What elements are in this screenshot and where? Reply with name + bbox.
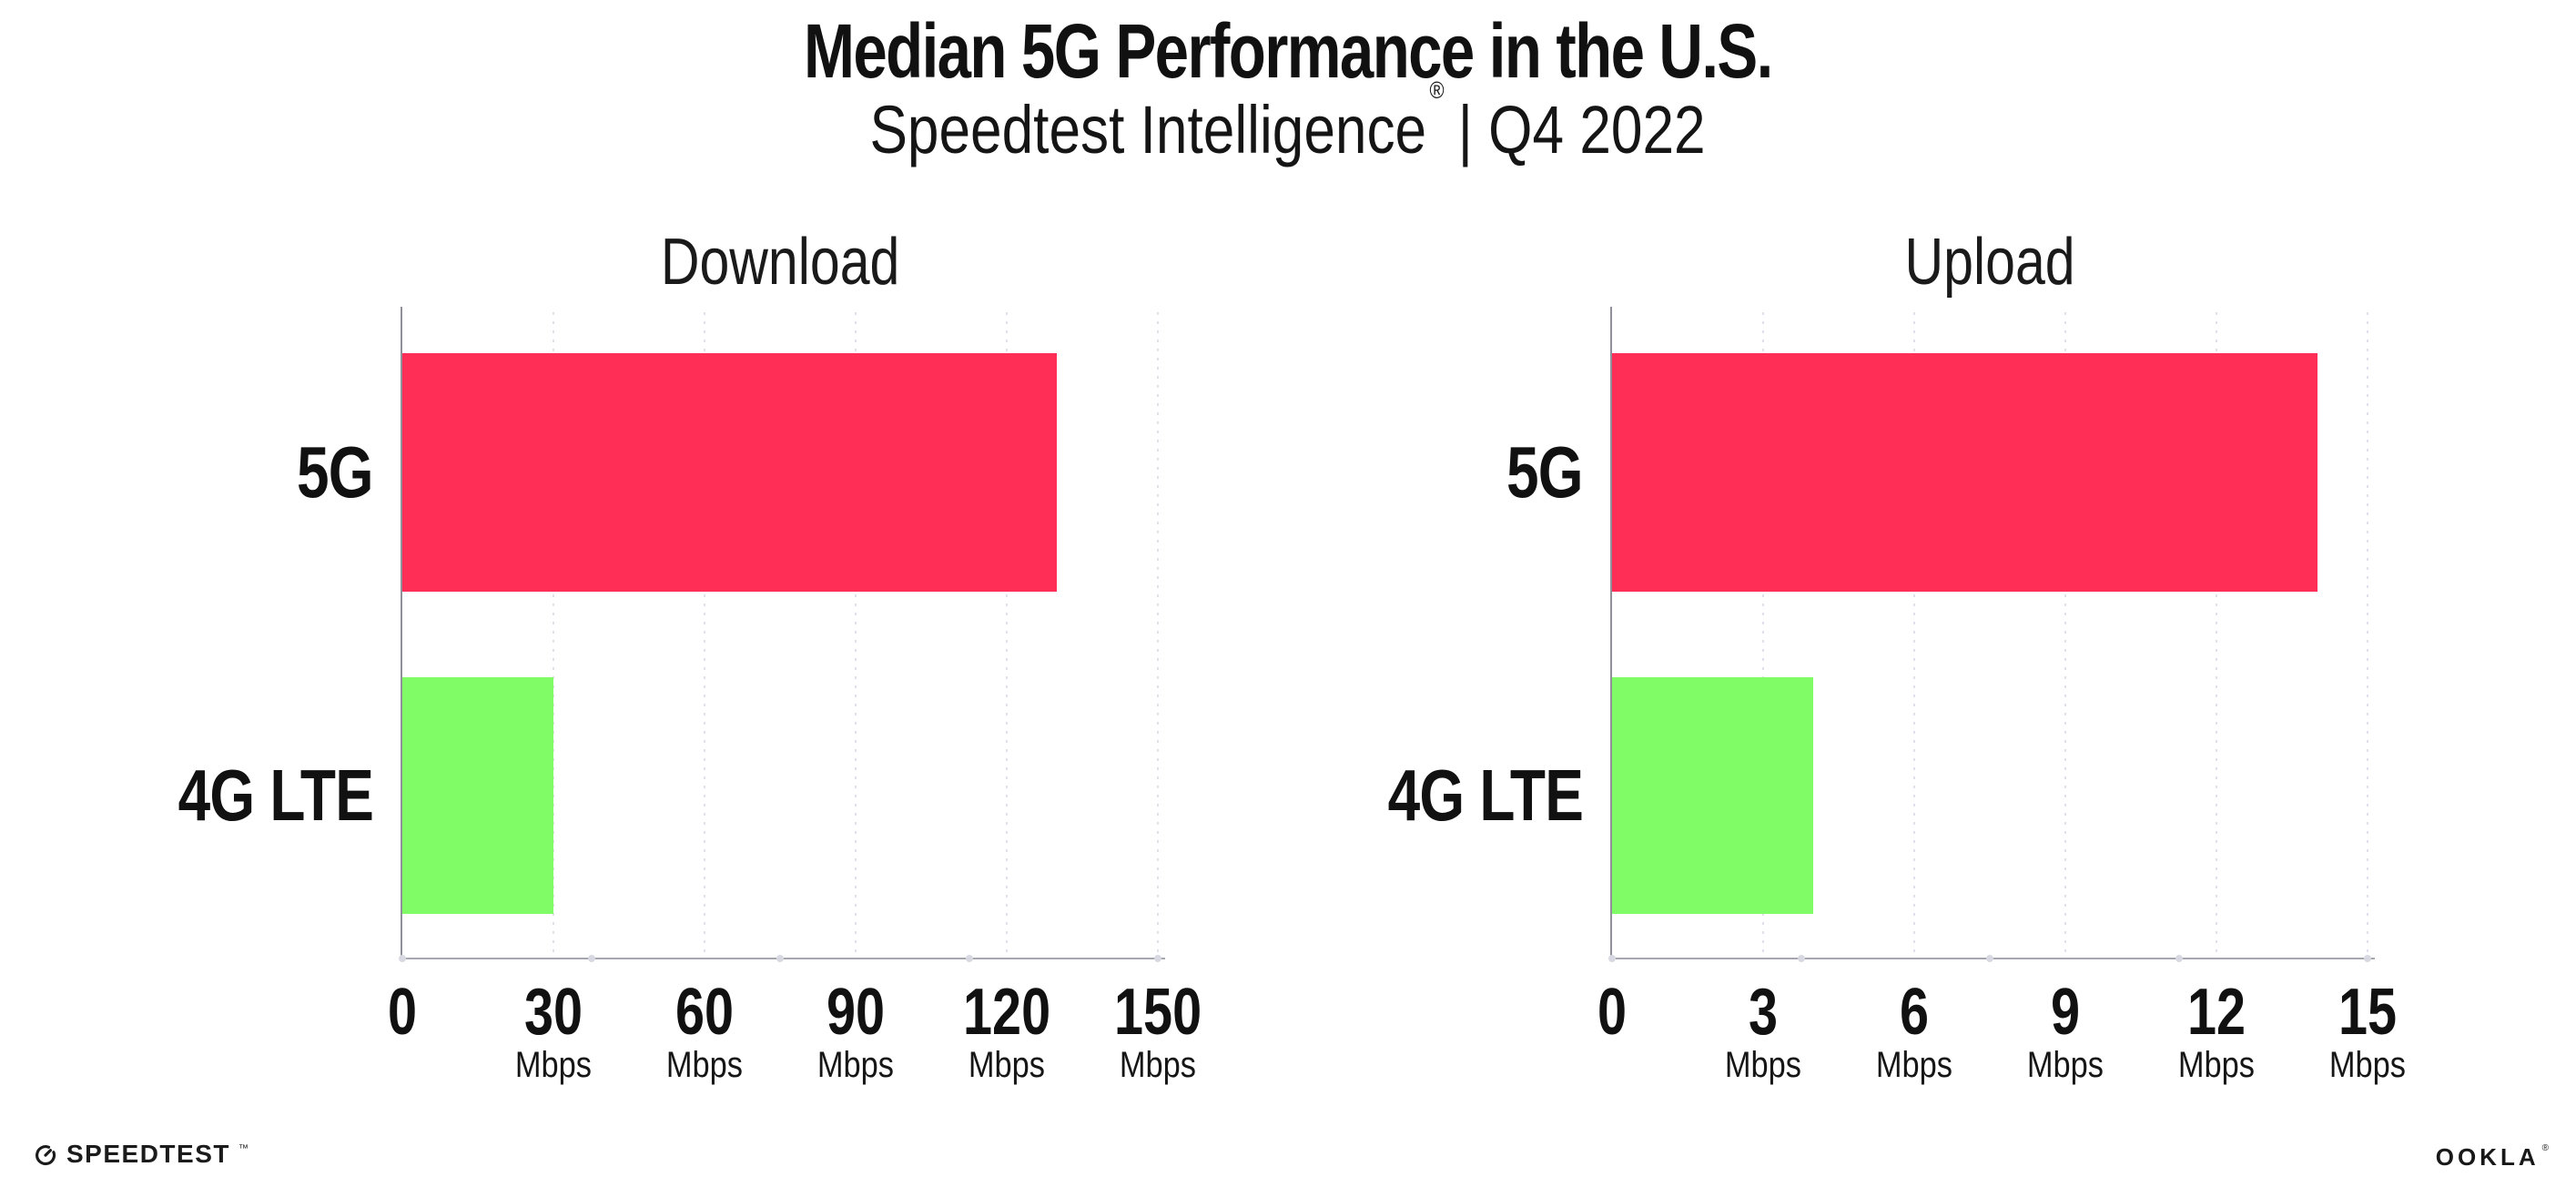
x-tick-6: 6 [1805,979,2023,1045]
page-title: Median 5G Performance in the U.S. [0,13,2576,89]
x-tick-150-unit: Mbps [1049,1047,1267,1083]
category-label-5g-text: 5G [297,431,374,512]
upload-panel-title-text: Upload [1904,226,2075,299]
x-axis-tick-dot [2364,955,2371,962]
gridline-90-mbps [855,312,857,956]
x-tick-60: 60 [595,979,814,1045]
x-tick-90-text: 90 [826,976,886,1049]
x-tick-120-text: 120 [962,976,1051,1049]
gridline-6-mbps [1913,312,1915,956]
gridline-150-mbps [1157,312,1159,956]
speedometer-gauge-icon [35,1145,56,1166]
x-tick-9-unit: Mbps [1956,1047,2175,1083]
x-axis-tick-dot [1608,955,1616,962]
bar-5g [402,353,1058,592]
x-tick-60-unit: Mbps [595,1047,814,1083]
y-axis-spine [401,307,402,958]
ookla-wordmark: OOKLA [2435,1143,2540,1171]
x-tick-12-text: 12 [2186,976,2246,1049]
x-tick-12-unit: Mbps [2107,1047,2326,1083]
upload-panel-title: Upload [1612,229,2368,295]
gridline-30-mbps [553,312,554,956]
x-tick-90-unit: Mbps [746,1047,965,1083]
x-tick-30-unit-text: Mbps [514,1045,593,1085]
x-axis-tick-dot [965,955,973,962]
gridline-15-mbps [2367,312,2368,956]
x-tick-9-text: 9 [2050,976,2081,1049]
x-tick-30: 30 [444,979,663,1045]
x-axis-tick-dot [587,955,595,962]
x-tick-9-unit-text: Mbps [2026,1045,2104,1085]
download-panel-title: Download [402,229,1158,295]
x-tick-120: 120 [898,979,1116,1045]
x-tick-0-text: 0 [387,976,418,1049]
x-axis-tick-dot [1154,955,1161,962]
x-tick-120-unit: Mbps [898,1047,1116,1083]
category-label-5g-text: 5G [1506,431,1584,512]
x-axis-tick-dot [1797,955,1805,962]
page-title-text: Median 5G Performance in the U.S. [804,8,1773,94]
category-label-5g: 5G [1146,431,1584,512]
x-axis-tick-dot [1986,955,1993,962]
page-subtitle: Speedtest Intelligence® | Q4 2022 [0,78,2576,164]
x-tick-60-text: 60 [674,976,735,1049]
x-tick-0-text: 0 [1597,976,1628,1049]
x-tick-3: 3 [1654,979,1872,1045]
x-tick-12-unit-text: Mbps [2177,1045,2256,1085]
x-tick-120-unit-text: Mbps [968,1045,1046,1085]
bar-4g-lte [402,677,553,914]
gridline-12-mbps [2216,312,2217,956]
x-tick-15-unit: Mbps [2258,1047,2477,1083]
speedtest-wordmark: SPEEDTEST [66,1140,230,1168]
category-label-4g-lte-text: 4G LTE [1387,755,1584,836]
x-tick-9: 9 [1956,979,2175,1045]
download-panel-title-text: Download [660,226,900,299]
x-tick-60-unit-text: Mbps [665,1045,744,1085]
gridline-120-mbps [1006,312,1008,956]
x-tick-15: 15 [2258,979,2477,1045]
x-tick-6-unit: Mbps [1805,1047,2023,1083]
bar-4g-lte [1612,677,1814,914]
category-label-4g-lte-text: 4G LTE [177,755,374,836]
gridline-60-mbps [704,312,705,956]
gridline-9-mbps [2064,312,2066,956]
x-tick-90-unit-text: Mbps [816,1045,895,1085]
x-tick-0: 0 [1503,979,1721,1045]
x-axis-tick-dot [399,955,406,962]
category-label-5g: 5G [0,431,374,512]
x-tick-3-unit-text: Mbps [1724,1045,1802,1085]
x-tick-6-text: 6 [1899,976,1930,1049]
x-tick-0: 0 [293,979,512,1045]
ookla-registered-mark: ® [2541,1143,2549,1153]
x-tick-150-unit-text: Mbps [1119,1045,1197,1085]
registered-mark: ® [1429,76,1445,105]
x-tick-15-text: 15 [2338,976,2398,1049]
x-axis-tick-dot [776,955,784,962]
category-label-4g-lte: 4G LTE [1146,755,1584,836]
speedtest-logo: SPEEDTEST ™ [33,1141,248,1167]
gridline-3-mbps [1762,312,1764,956]
category-label-4g-lte: 4G LTE [0,755,374,836]
subtitle-quarter: | Q4 2022 [1458,92,1707,167]
x-tick-90: 90 [746,979,965,1045]
ookla-logo: OOKLA ® [2435,1143,2549,1171]
subtitle-brand: Speedtest Intelligence [869,92,1427,167]
gauge-needle [44,1149,53,1157]
x-tick-12: 12 [2107,979,2326,1045]
x-tick-30-text: 30 [523,976,583,1049]
x-tick-30-unit: Mbps [444,1047,663,1083]
x-tick-15-unit-text: Mbps [2328,1045,2407,1085]
bar-5g [1612,353,2317,592]
x-tick-6-unit-text: Mbps [1875,1045,1953,1085]
x-axis-tick-dot [2175,955,2183,962]
speedtest-trademark: ™ [238,1143,248,1154]
x-tick-150-text: 150 [1113,976,1202,1049]
x-tick-150: 150 [1049,979,1267,1045]
x-tick-3-unit: Mbps [1654,1047,1872,1083]
x-tick-3-text: 3 [1748,976,1779,1049]
y-axis-spine [1610,307,1612,958]
